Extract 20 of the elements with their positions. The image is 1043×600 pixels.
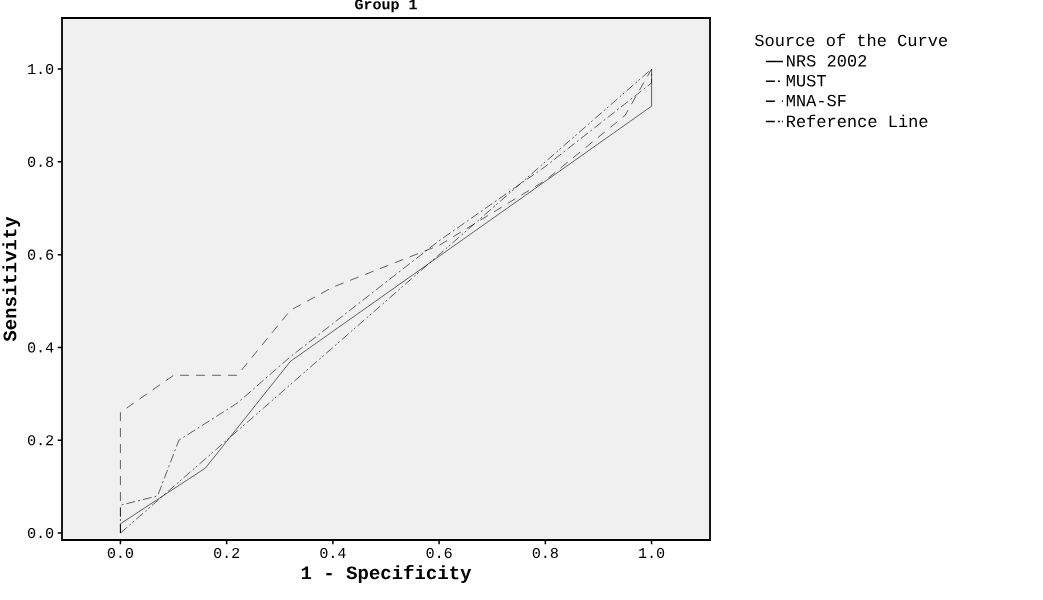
x-tick-label: 0.6 bbox=[426, 547, 452, 559]
x-tick-label: 1.0 bbox=[639, 547, 665, 559]
legend-label: NRS 2002 bbox=[787, 55, 867, 67]
legend-label: Reference Line bbox=[787, 114, 928, 128]
y-tick-label: 1.0 bbox=[28, 63, 54, 75]
y-axis-title: Sensitivity bbox=[2, 216, 21, 342]
y-tick-label: 0.4 bbox=[28, 342, 54, 353]
legend-label: MUST bbox=[786, 74, 826, 87]
x-tick-label: 0.4 bbox=[320, 547, 346, 559]
y-tick-label: 0.2 bbox=[28, 435, 54, 446]
y-tick-label: 0.8 bbox=[28, 156, 54, 167]
legend-label: MNA-SF bbox=[786, 94, 846, 107]
chart-title: Group 1 bbox=[355, 0, 417, 13]
x-tick-label: 0.8 bbox=[532, 547, 558, 559]
x-tick-label: 0.0 bbox=[107, 547, 133, 559]
x-tick-label: 0.2 bbox=[214, 547, 240, 559]
x-axis-title: 1 - Specificity bbox=[301, 565, 472, 584]
y-tick-label: 0.6 bbox=[28, 249, 54, 260]
y-tick-label: 0.0 bbox=[28, 527, 54, 539]
legend-title: Source of the Curve bbox=[754, 33, 947, 47]
